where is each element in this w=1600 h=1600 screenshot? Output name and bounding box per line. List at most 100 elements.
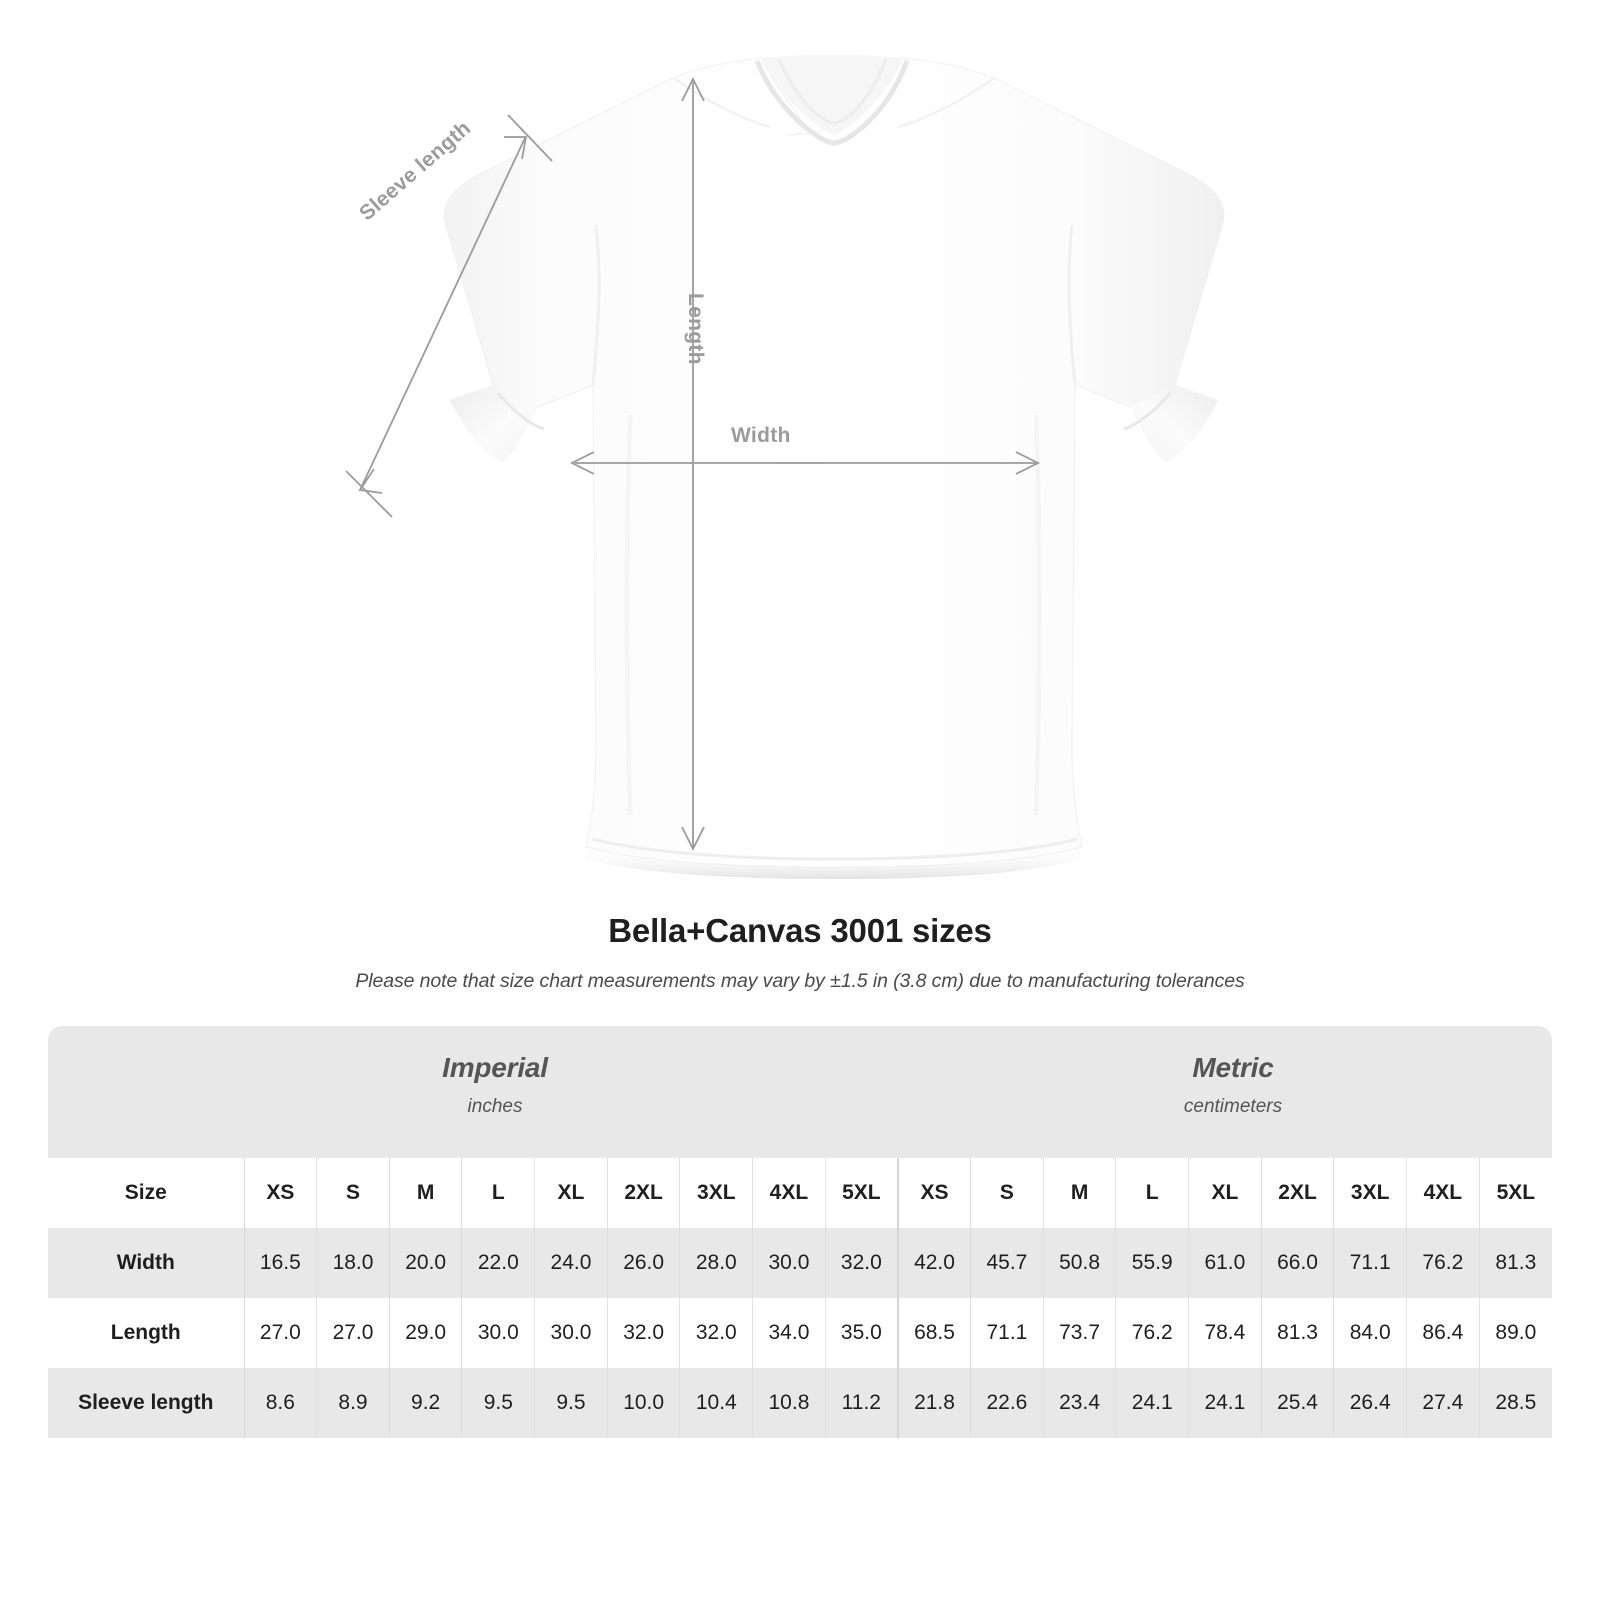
column-header-metric-m: M	[1043, 1158, 1117, 1228]
table-row: Width 16.5 18.0 20.0 22.0 24.0 26.0 28.0 30.0 32.…	[48, 1228, 1552, 1298]
imperial-label: Imperial	[442, 1052, 548, 1083]
imperial-unit-sub: inches	[467, 1096, 523, 1117]
row-label-sleeve-length: Sleeve length	[48, 1368, 245, 1438]
cell-imperial-m-sleeve-length: 9.2	[389, 1368, 463, 1438]
length-arrowhead-top	[681, 76, 705, 102]
cell-imperial-s-length: 27.0	[316, 1298, 390, 1368]
cell-imperial-s-sleeve-length: 8.9	[316, 1368, 390, 1438]
cell-metric-s-sleeve-length: 22.6	[970, 1368, 1044, 1438]
cell-imperial-l-width: 22.0	[461, 1228, 536, 1298]
size-measurements-table: Size XS S M L XL 2XL 3XL 4XL 5XL XS S M L XL 2XL 3XL 4XL 5…	[48, 1158, 1552, 1438]
cell-metric-xs-sleeve-length: 21.8	[896, 1368, 972, 1438]
row-label-length: Length	[48, 1298, 245, 1368]
cell-metric-xl-width: 61.0	[1188, 1228, 1262, 1298]
sleeve-hem-right	[1130, 385, 1218, 463]
metric-unit-group: Metric centimeters	[1048, 1052, 1418, 1118]
column-header-metric-s: S	[970, 1158, 1044, 1228]
collar-band	[762, 55, 902, 135]
size-table-container: Imperial inches Metric centimeters Size X…	[48, 1026, 1552, 1438]
collar-outline	[754, 60, 910, 146]
column-header-metric-2xl: 2XL	[1261, 1158, 1335, 1228]
cell-metric-2xl-width: 66.0	[1261, 1228, 1335, 1298]
cell-metric-5xl-sleeve-length: 28.5	[1479, 1368, 1552, 1438]
sleeve-arrowhead-start	[358, 468, 383, 494]
column-header-imperial-s: S	[316, 1158, 390, 1228]
length-arrowhead-bottom	[681, 826, 705, 852]
cell-metric-2xl-length: 81.3	[1261, 1298, 1335, 1368]
cell-metric-m-length: 73.7	[1043, 1298, 1117, 1368]
cell-imperial-4xl-length: 34.0	[752, 1298, 826, 1368]
row-label-width: Width	[48, 1228, 245, 1298]
sleeve-cuff-line-left	[496, 392, 545, 431]
cell-imperial-m-width: 20.0	[389, 1228, 463, 1298]
cell-metric-l-width: 55.9	[1115, 1228, 1190, 1298]
column-header-metric-4xl: 4XL	[1406, 1158, 1480, 1228]
column-header-imperial-m: M	[389, 1158, 463, 1228]
cell-metric-xl-length: 78.4	[1188, 1298, 1262, 1368]
width-arrowhead-right	[1015, 451, 1041, 475]
cell-imperial-4xl-width: 30.0	[752, 1228, 826, 1298]
cell-metric-xs-width: 42.0	[896, 1228, 972, 1298]
bottom-hem	[586, 847, 1082, 879]
sleeve-tick-top	[507, 114, 553, 162]
cell-imperial-3xl-length: 32.0	[679, 1298, 754, 1368]
column-header-size: Size	[48, 1158, 245, 1228]
cell-imperial-xl-sleeve-length: 9.5	[534, 1368, 608, 1438]
cell-metric-3xl-width: 71.1	[1333, 1228, 1408, 1298]
column-header-metric-5xl: 5XL	[1479, 1158, 1552, 1228]
length-dimension-label: Length	[684, 293, 707, 365]
sleeve-hem-left	[450, 385, 538, 463]
measurement-guides	[345, 76, 1041, 852]
cell-metric-s-width: 45.7	[970, 1228, 1044, 1298]
cell-metric-xs-length: 68.5	[896, 1298, 972, 1368]
cell-metric-5xl-length: 89.0	[1479, 1298, 1552, 1368]
column-header-imperial-l: L	[461, 1158, 536, 1228]
cell-imperial-xs-width: 16.5	[244, 1228, 318, 1298]
cell-imperial-3xl-width: 28.0	[679, 1228, 754, 1298]
metric-unit-sub: centimeters	[1183, 1096, 1283, 1117]
cell-imperial-xl-length: 30.0	[534, 1298, 608, 1368]
column-header-imperial-4xl: 4XL	[752, 1158, 826, 1228]
page-title: Bella+Canvas 3001 sizes	[608, 912, 992, 949]
chart-heading-block: Bella+Canvas 3001 sizes Please note that…	[0, 912, 1600, 993]
metric-label: Metric	[1192, 1052, 1274, 1083]
sleeve-cuff-line-right	[1123, 392, 1172, 431]
width-arrowhead-left	[569, 451, 595, 475]
tshirt-illustration-svg	[345, 55, 1225, 879]
column-header-imperial-5xl: 5XL	[825, 1158, 899, 1228]
cell-metric-m-sleeve-length: 23.4	[1043, 1368, 1117, 1438]
cell-imperial-2xl-length: 32.0	[607, 1298, 681, 1368]
sleeve-tick-bottom	[345, 470, 393, 518]
sleeve-arrow-line	[359, 137, 526, 491]
cell-metric-m-width: 50.8	[1043, 1228, 1117, 1298]
tolerance-note: Please note that size chart measurements…	[355, 970, 1245, 992]
fold-left	[624, 414, 633, 816]
cell-metric-4xl-sleeve-length: 27.4	[1406, 1368, 1480, 1438]
cell-metric-4xl-length: 86.4	[1406, 1298, 1480, 1368]
cell-imperial-5xl-width: 32.0	[825, 1228, 899, 1298]
fold-right	[1033, 414, 1042, 816]
cell-imperial-xl-width: 24.0	[534, 1228, 608, 1298]
cell-metric-3xl-length: 84.0	[1333, 1298, 1408, 1368]
cell-imperial-3xl-sleeve-length: 10.4	[679, 1368, 754, 1438]
cell-imperial-4xl-sleeve-length: 10.8	[752, 1368, 826, 1438]
column-header-imperial-xl: XL	[534, 1158, 608, 1228]
cell-metric-s-length: 71.1	[970, 1298, 1044, 1368]
unit-system-header: Imperial inches Metric centimeters	[48, 1026, 1552, 1158]
cell-metric-4xl-width: 76.2	[1406, 1228, 1480, 1298]
column-header-metric-xl: XL	[1188, 1158, 1262, 1228]
cell-metric-5xl-width: 81.3	[1479, 1228, 1552, 1298]
column-header-imperial-3xl: 3XL	[679, 1158, 754, 1228]
cell-metric-xl-sleeve-length: 24.1	[1188, 1368, 1262, 1438]
cell-imperial-l-sleeve-length: 9.5	[461, 1368, 536, 1438]
width-dimension-label: Width	[731, 424, 791, 447]
cell-imperial-2xl-sleeve-length: 10.0	[607, 1368, 681, 1438]
hem-stitch-line	[591, 837, 1079, 861]
column-header-metric-xs: XS	[896, 1158, 972, 1228]
column-header-imperial-xs: XS	[244, 1158, 318, 1228]
table-row: Sleeve length 8.6 8.9 9.2 9.5 9.5 10.0 10.4 10.8…	[48, 1368, 1552, 1438]
imperial-unit-group: Imperial inches	[310, 1052, 680, 1118]
shoulder-seam-left	[674, 77, 771, 129]
column-header-imperial-2xl: 2XL	[607, 1158, 681, 1228]
